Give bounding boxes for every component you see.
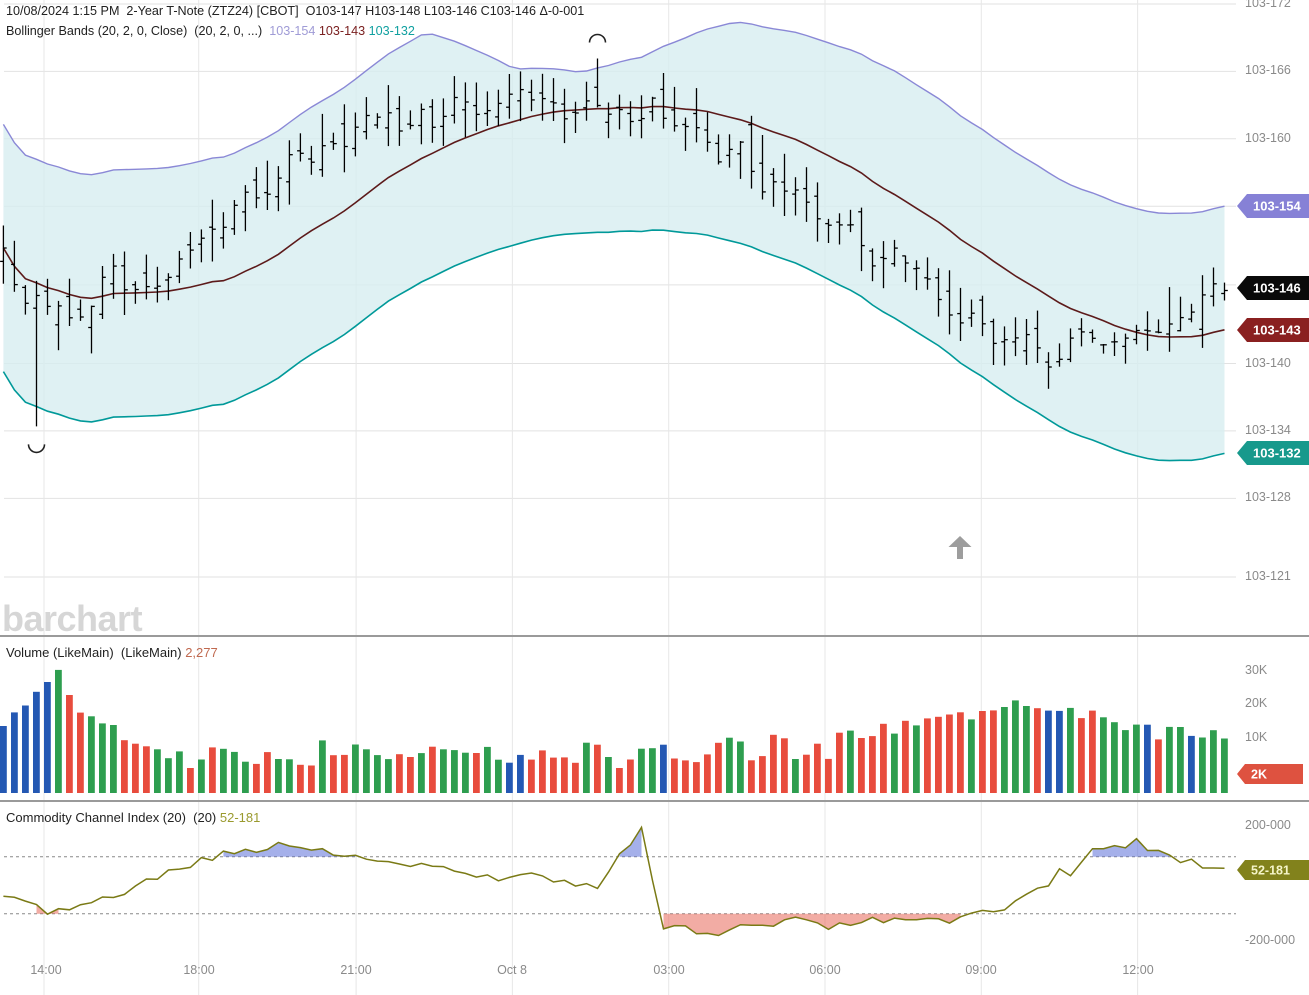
svg-text:52-181: 52-181 xyxy=(1251,864,1290,878)
svg-text:2K: 2K xyxy=(1251,768,1267,782)
svg-text:103-143: 103-143 xyxy=(1253,322,1301,337)
svg-text:103-154: 103-154 xyxy=(1253,199,1301,214)
svg-text:103-132: 103-132 xyxy=(1253,446,1301,461)
svg-text:103-146: 103-146 xyxy=(1253,280,1301,295)
